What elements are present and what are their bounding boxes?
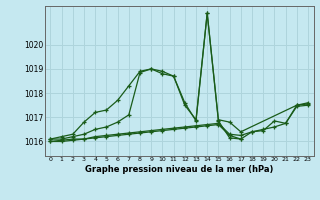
X-axis label: Graphe pression niveau de la mer (hPa): Graphe pression niveau de la mer (hPa) <box>85 165 273 174</box>
